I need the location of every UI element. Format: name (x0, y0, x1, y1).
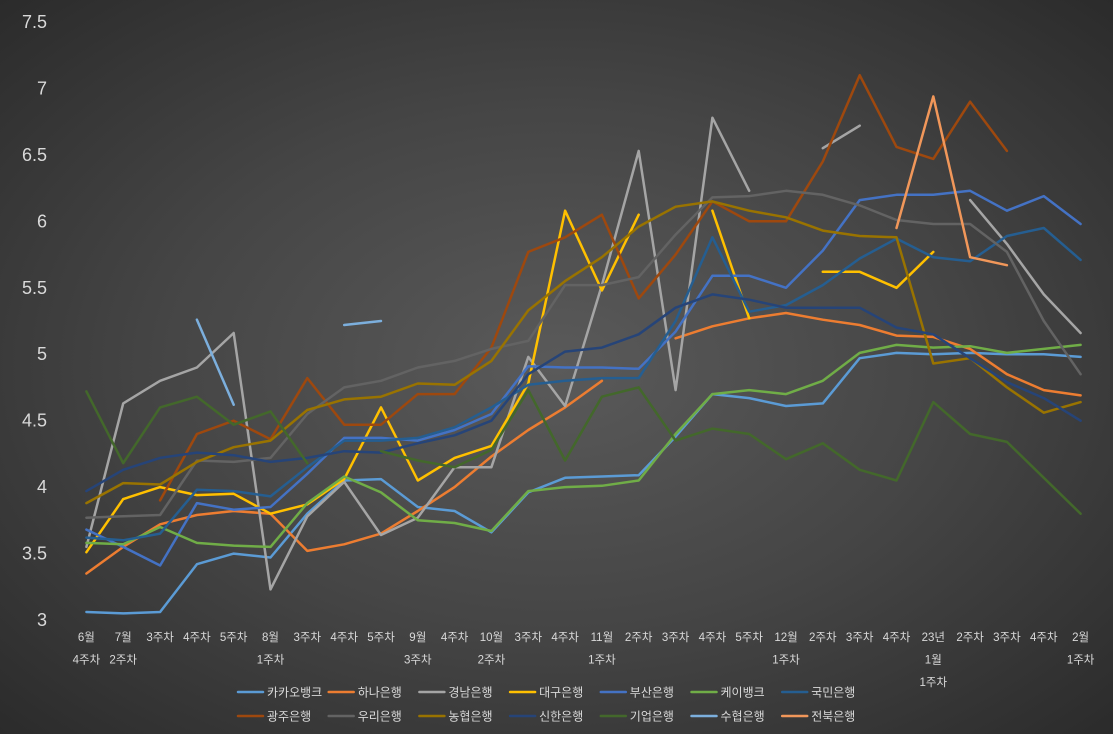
x-tick-label: 8월 (262, 631, 279, 644)
legend-label: 우리은행 (358, 709, 402, 724)
y-axis: 3 3.5 4 4.5 5 5.5 6 6.5 7 7.5 (22, 12, 47, 630)
x-tick-label: 1주차 (772, 654, 800, 667)
x-tick-label: 2주차 (478, 654, 506, 667)
series-line-jeonbuk-bank (895, 95, 1009, 267)
plot-area (85, 73, 1082, 615)
legend-item: 대구은행 (508, 685, 583, 700)
series-line-kakaobank (85, 351, 1082, 615)
legend-item: 전북은행 (780, 709, 855, 724)
y-tick-label: 4 (37, 477, 47, 497)
x-axis: 6월 4주차 7월 2주차 3주차 4주차 5주차 8월 1주차 3주차 4주차 5주차 9월 3주차 4주… (73, 631, 1095, 689)
legend-label: 신한은행 (539, 709, 583, 724)
x-tick-label: 4주차 (330, 631, 358, 644)
y-tick-label: 3 (37, 610, 47, 630)
x-tick-label: 3주차 (404, 654, 432, 667)
series-line-kwangju-bank (158, 73, 1009, 502)
x-tick-label: 1주차 (1067, 654, 1095, 667)
x-tick-label: 4주차 (73, 654, 101, 667)
legend-item: 경남은행 (418, 685, 493, 700)
x-tick-label: 4주차 (699, 631, 727, 644)
x-tick-label: 3주차 (515, 631, 543, 644)
series-line-daegu-bank (85, 209, 935, 554)
legend-item: 하나은행 (327, 685, 402, 700)
legend-label: 수협은행 (721, 709, 765, 724)
x-tick-label: 10월 (480, 631, 503, 644)
series-line-busan-bank (85, 189, 1082, 567)
x-tick-label: 1주차 (257, 654, 285, 667)
x-tick-label: 1주차 (920, 676, 948, 689)
x-tick-label: 11월 (591, 631, 614, 644)
legend-item: 신한은행 (508, 709, 583, 724)
x-tick-label: 2주차 (956, 631, 984, 644)
legend-item: 부산은행 (599, 685, 674, 700)
x-tick-label: 5주차 (735, 631, 763, 644)
x-tick-label: 1주차 (588, 654, 616, 667)
x-tick-label: 3주차 (662, 631, 690, 644)
y-tick-label: 5.5 (22, 278, 47, 298)
legend-item: 국민은행 (780, 685, 855, 700)
series-line-nonghyup-bank (85, 200, 1082, 505)
x-tick-label: 9월 (409, 631, 426, 644)
x-tick-label: 3주차 (146, 631, 174, 644)
x-tick-label: 5주차 (367, 631, 395, 644)
x-tick-label: 2주차 (625, 631, 653, 644)
legend-label: 하나은행 (358, 685, 402, 700)
y-tick-label: 6.5 (22, 145, 47, 165)
x-tick-label: 2월 (1072, 631, 1089, 644)
y-tick-label: 7.5 (22, 12, 47, 32)
x-tick-label: 3주차 (846, 631, 874, 644)
x-tick-label: 4주차 (1030, 631, 1058, 644)
x-tick-label: 1월 (925, 654, 942, 667)
x-tick-label: 6월 (78, 631, 95, 644)
series-line-shinhan-bank (85, 293, 1082, 493)
legend-label: 기업은행 (630, 709, 674, 724)
legend-item: 케이뱅크 (690, 686, 765, 700)
legend-item: 기업은행 (599, 709, 674, 724)
legend-item: 농협은행 (418, 709, 493, 724)
legend-label: 전북은행 (811, 709, 855, 724)
legend-label: 국민은행 (811, 685, 855, 700)
series-line-suhyup-bank (195, 318, 383, 406)
y-tick-label: 7 (37, 78, 47, 98)
x-tick-label: 2주차 (109, 654, 137, 667)
legend-item: 우리은행 (327, 709, 402, 724)
x-tick-label: 4주차 (183, 631, 211, 644)
legend-label: 농협은행 (448, 709, 492, 724)
legend-item: 카카오뱅크 (236, 686, 322, 700)
x-tick-label: 3주차 (294, 631, 322, 644)
series-line-hana-bank (85, 311, 1082, 575)
legend-item: 광주은행 (236, 709, 311, 724)
x-tick-label: 3주차 (993, 631, 1021, 644)
x-tick-label: 4주차 (883, 631, 911, 644)
x-tick-label: 2주차 (809, 631, 837, 644)
legend-label: 카카오뱅크 (267, 686, 322, 700)
y-tick-label: 5 (37, 344, 47, 364)
legend-label: 케이뱅크 (721, 686, 765, 700)
series-line-woori-bank (85, 189, 1082, 519)
legend-label: 광주은행 (267, 709, 311, 724)
series-line-kookmin-bank (85, 226, 1082, 542)
x-tick-label: 4주차 (441, 631, 469, 644)
series-line-ibk-bank (85, 386, 1082, 515)
legend-item: 수협은행 (690, 709, 765, 724)
legend-label: 대구은행 (539, 685, 583, 700)
x-tick-label: 23년 (922, 631, 945, 644)
y-tick-label: 4.5 (22, 411, 47, 431)
x-tick-label: 5주차 (220, 631, 248, 644)
x-tick-label: 12월 (774, 631, 797, 644)
legend-label: 경남은행 (448, 685, 492, 700)
y-tick-label: 3.5 (22, 544, 47, 564)
x-tick-label: 7월 (115, 631, 132, 644)
y-tick-label: 6 (37, 211, 47, 231)
x-tick-label: 4주차 (551, 631, 579, 644)
legend-label: 부산은행 (630, 685, 674, 700)
series-line-kbank (85, 343, 1082, 549)
